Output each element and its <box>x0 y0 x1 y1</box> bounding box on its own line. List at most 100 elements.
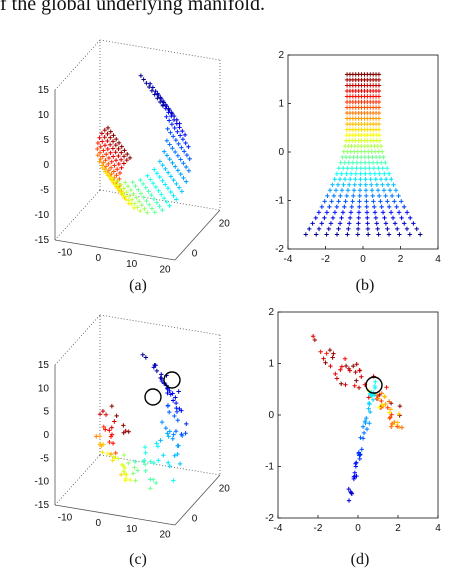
noisy-point <box>123 476 129 482</box>
noisy-point <box>110 458 115 463</box>
y-axis-line <box>174 474 221 526</box>
embedding-point <box>334 376 340 381</box>
grid-point <box>303 232 309 237</box>
grid-point <box>399 199 404 204</box>
swiss-roll-point <box>121 154 127 159</box>
embedding-point <box>366 400 372 406</box>
noisy-point <box>173 429 179 434</box>
swiss-roll-point <box>102 134 107 140</box>
swiss-roll-point <box>97 150 103 155</box>
noisy-point <box>110 441 116 446</box>
swiss-roll-point <box>95 140 101 146</box>
swiss-roll-point <box>163 166 168 172</box>
y-tick-label: 2 <box>278 50 284 61</box>
z-tick-label: -10 <box>35 477 50 488</box>
grid-point <box>376 232 381 237</box>
embedding-point <box>383 401 388 407</box>
embedding-point <box>358 452 363 457</box>
grid-point <box>375 226 380 232</box>
swiss-roll-point <box>161 100 167 105</box>
grid-point <box>344 171 349 176</box>
plot-frame <box>277 311 439 519</box>
box-edge <box>99 39 221 61</box>
swiss-roll-point <box>164 104 169 109</box>
swiss-roll-point <box>168 130 173 135</box>
swiss-roll-point <box>111 154 116 159</box>
swiss-roll-point <box>103 164 109 169</box>
grid-point <box>355 154 360 160</box>
noisy-point <box>130 471 136 476</box>
swiss-roll-point <box>124 157 129 163</box>
embedding-point <box>343 382 348 387</box>
noisy-point <box>143 355 149 360</box>
swiss-roll-point <box>135 205 140 210</box>
grid-point <box>386 171 392 176</box>
swiss-roll-point <box>171 193 176 198</box>
box-edge <box>99 454 221 476</box>
swiss-roll-point <box>102 143 108 148</box>
grid-point <box>364 210 370 215</box>
swiss-roll-point <box>133 183 138 189</box>
embedding-point <box>367 409 373 415</box>
grid-point <box>381 188 387 193</box>
grid-point <box>325 193 330 199</box>
swiss-roll-point <box>108 129 113 134</box>
grid-point <box>334 232 340 237</box>
swiss-roll-point <box>141 195 146 200</box>
swiss-roll-point <box>153 184 159 190</box>
noisy-point <box>179 432 184 437</box>
embedding-point <box>351 474 357 480</box>
grid-point <box>324 232 329 237</box>
grid-point <box>371 199 376 204</box>
grid-point <box>369 182 374 187</box>
swiss-roll-point <box>104 152 109 157</box>
z-tick-label: 0 <box>43 160 49 171</box>
grid-point <box>378 199 383 204</box>
embedding-point <box>386 399 392 404</box>
embedding-point <box>397 403 403 409</box>
swiss-roll-point <box>178 157 183 162</box>
embedding-point <box>399 425 405 430</box>
swiss-roll-point <box>150 85 156 90</box>
grid-point <box>337 221 343 226</box>
swiss-roll-point <box>127 193 132 199</box>
swiss-roll-point <box>149 206 155 211</box>
grid-point <box>353 171 359 176</box>
swiss-roll-point <box>144 81 149 86</box>
swiss-roll-point <box>179 145 184 150</box>
noisy-point <box>165 390 170 396</box>
x-axis-line <box>54 504 176 526</box>
swiss-roll-point <box>97 135 102 141</box>
grid-point <box>358 154 364 160</box>
noisy-point <box>107 439 112 445</box>
swiss-roll-3d-plot-a: 15 10 5 0 -5 -10 -15 -10 0 10 20 20 0 <box>35 39 230 275</box>
grid-point <box>384 166 390 171</box>
swiss-roll-point <box>175 129 180 134</box>
grid-point <box>348 210 354 215</box>
embedding-point <box>379 398 384 404</box>
grid-point <box>341 166 346 171</box>
noisy-point <box>175 418 181 423</box>
noisy-point <box>121 423 126 428</box>
grid-point <box>369 188 375 193</box>
grid-point <box>363 188 369 193</box>
swiss-roll-point <box>165 126 170 132</box>
grid-point <box>396 193 401 199</box>
grid-point <box>377 154 383 160</box>
grid-point <box>402 221 407 226</box>
grid-point <box>376 121 382 127</box>
grid-point <box>365 215 370 221</box>
noisy-point <box>121 469 126 474</box>
swiss-roll-point <box>157 99 163 105</box>
x-tick-label: 20 <box>159 264 171 275</box>
swiss-roll-point <box>129 201 134 207</box>
x-tick-label: -10 <box>58 513 73 524</box>
grid-point <box>344 193 350 199</box>
swiss-roll-point <box>177 121 182 126</box>
box-edge <box>54 39 101 91</box>
noisy-point <box>174 409 180 414</box>
grid-point <box>358 160 364 165</box>
swiss-roll-point <box>187 156 192 162</box>
grid-point <box>414 226 419 232</box>
noisy-point <box>108 451 114 457</box>
